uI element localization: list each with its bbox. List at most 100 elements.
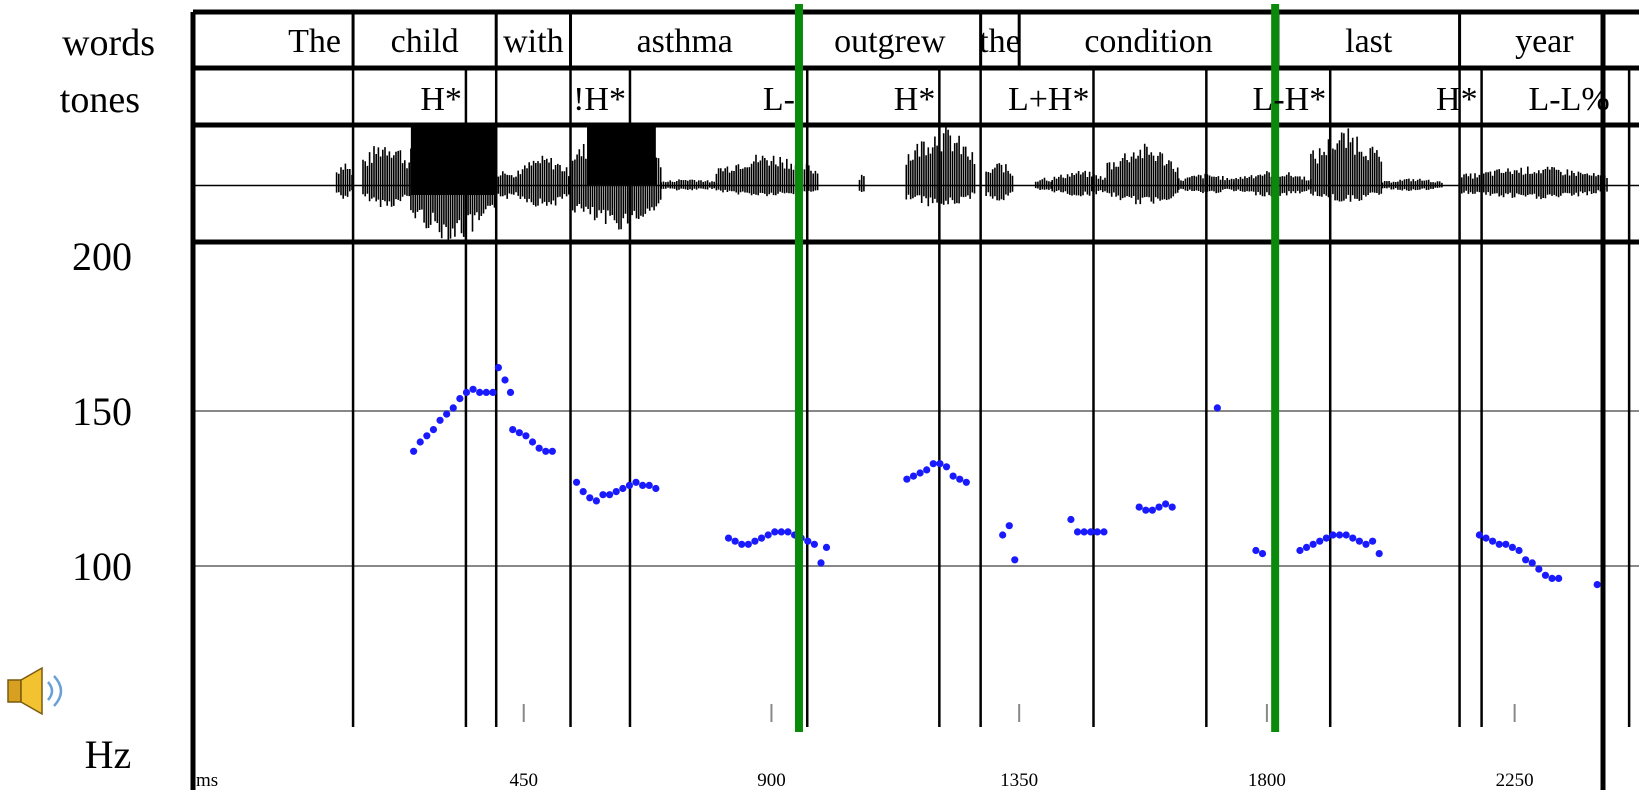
pitch-point-67 — [1080, 528, 1088, 536]
pitch-point-88 — [1349, 534, 1357, 542]
pitch-point-84 — [1322, 534, 1330, 542]
waveform-layer — [193, 125, 1639, 242]
pitch-point-9 — [469, 385, 477, 393]
waveform-segment-0 — [335, 163, 353, 199]
pitch-point-32 — [632, 478, 640, 486]
pitch-point-1 — [416, 438, 424, 446]
waveform-segment-4 — [517, 155, 570, 207]
pitch-point-104 — [1548, 574, 1556, 583]
pitch-point-62 — [999, 531, 1007, 539]
pitch-point-68 — [1087, 528, 1095, 536]
pitch-point-49 — [810, 540, 818, 548]
pitch-point-61 — [962, 478, 970, 486]
pitch-point-97 — [1502, 540, 1510, 548]
pitch-point-95 — [1489, 537, 1497, 545]
pitch-point-2 — [423, 432, 431, 440]
x-tick-label-900: 900 — [757, 770, 786, 790]
speaker-icon-body — [7, 679, 22, 703]
y-tick-label-150: 150 — [72, 389, 132, 434]
pitch-point-58 — [942, 463, 951, 471]
word-label-child: child — [391, 23, 459, 60]
pitch-point-11 — [482, 388, 490, 396]
pitch-point-34 — [645, 481, 653, 489]
pitch-point-36 — [724, 534, 733, 542]
word-label-the: The — [288, 23, 341, 60]
pitch-point-90 — [1362, 540, 1370, 548]
waveform-segment-14 — [1178, 173, 1235, 194]
pitch-point-45 — [784, 528, 792, 536]
waveform-segment-6 — [660, 179, 718, 191]
pitch-point-48 — [804, 537, 812, 545]
tone-label-7: L-L% — [1529, 81, 1610, 118]
speaker-icon-wave-2 — [53, 675, 63, 707]
waveform-segment-8 — [858, 174, 865, 192]
speaker-icon[interactable] — [7, 666, 63, 716]
pitch-point-8 — [462, 388, 471, 396]
pitch-point-75 — [1162, 500, 1170, 508]
pitch-point-28 — [606, 491, 614, 499]
waveform-segment-13 — [1106, 143, 1179, 205]
tone-label-0: H* — [420, 81, 462, 118]
waveform-segment-1 — [362, 146, 410, 207]
pitch-point-3 — [429, 426, 438, 434]
waveform-segment-11 — [1034, 177, 1052, 190]
x-tick-label-2250: 2250 — [1496, 770, 1534, 790]
pitch-point-33 — [639, 481, 647, 489]
y-axis-label: Hz — [85, 732, 132, 777]
pitch-point-71 — [1135, 503, 1143, 511]
pitch-point-54 — [916, 469, 924, 477]
pitch-point-89 — [1355, 537, 1363, 545]
pitch-point-92 — [1375, 550, 1383, 558]
pitch-point-85 — [1329, 531, 1337, 539]
pitch-point-43 — [771, 528, 779, 536]
pitch-point-37 — [731, 537, 739, 545]
tone-label-4: L+H* — [1008, 81, 1090, 118]
word-label-last: last — [1345, 23, 1393, 60]
pitch-point-80 — [1296, 546, 1304, 555]
pitch-point-18 — [522, 432, 530, 440]
pitch-point-52 — [903, 475, 911, 483]
tone-label-1: !H* — [573, 81, 626, 118]
pitch-point-5 — [443, 410, 451, 418]
waveform-segment-9 — [905, 127, 976, 207]
speaker-icon-cone — [20, 666, 43, 716]
pitch-point-77 — [1213, 404, 1221, 412]
boundary-layer — [351, 12, 1631, 727]
pitch-point-50 — [817, 559, 825, 567]
pitch-point-59 — [949, 472, 957, 480]
pitch-point-21 — [542, 447, 550, 455]
pitch-point-51 — [822, 543, 831, 552]
pitch-point-66 — [1073, 528, 1082, 536]
word-label-year: year — [1515, 23, 1574, 60]
word-label-with: with — [503, 23, 563, 60]
waveform-segment-16 — [1310, 128, 1383, 202]
pitch-point-99 — [1515, 546, 1523, 555]
pitch-point-56 — [929, 460, 937, 468]
tone-label-3: H* — [894, 81, 936, 118]
tone-label-2: L- — [763, 81, 795, 118]
pitch-point-23 — [572, 478, 581, 486]
pitch-point-53 — [909, 472, 918, 480]
pitch-point-40 — [751, 537, 759, 545]
pitch-point-27 — [599, 491, 607, 499]
pitch-point-82 — [1309, 540, 1317, 548]
pitch-point-29 — [612, 488, 620, 496]
pitch-point-101 — [1528, 559, 1536, 567]
pitch-point-22 — [548, 447, 556, 455]
pitch-point-96 — [1495, 540, 1503, 548]
tones-row-label: tones — [60, 79, 140, 121]
pitch-point-91 — [1368, 537, 1377, 545]
pitch-point-41 — [757, 534, 766, 542]
pitch-point-78 — [1252, 546, 1260, 555]
pitch-point-73 — [1148, 506, 1156, 514]
waveform-segment-12 — [1051, 170, 1108, 197]
pitch-point-105 — [1555, 574, 1563, 583]
pitch-point-20 — [535, 444, 543, 452]
text-layer: 100 150 200 ms 450 900 1350 1800 2250 The child wit… — [72, 23, 1610, 790]
pitch-point-65 — [1067, 515, 1075, 524]
pitch-point-25 — [586, 494, 594, 502]
pitch-point-86 — [1335, 531, 1344, 539]
pitch-point-24 — [579, 488, 587, 496]
pitch-point-30 — [619, 484, 627, 493]
pitch-point-100 — [1522, 556, 1530, 564]
